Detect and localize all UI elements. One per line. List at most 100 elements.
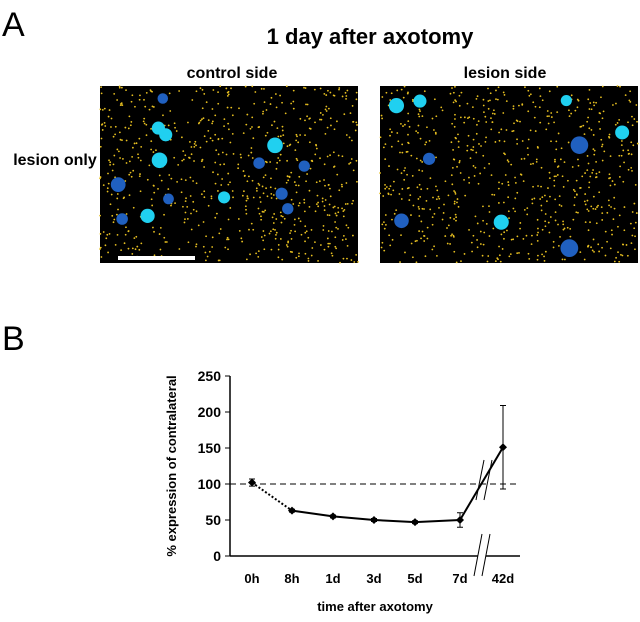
- puncta: [504, 153, 506, 156]
- puncta: [145, 91, 148, 94]
- puncta: [322, 229, 325, 231]
- puncta: [459, 116, 462, 119]
- puncta: [274, 187, 277, 190]
- puncta: [429, 177, 432, 180]
- line-segment: [373, 519, 416, 524]
- nucleus: [275, 187, 288, 200]
- puncta: [455, 219, 457, 222]
- puncta: [623, 161, 625, 164]
- puncta: [101, 123, 104, 126]
- puncta: [502, 112, 505, 114]
- puncta: [454, 99, 457, 101]
- puncta: [230, 106, 233, 109]
- puncta: [412, 204, 415, 207]
- puncta: [435, 198, 438, 201]
- puncta: [276, 127, 279, 130]
- puncta: [251, 157, 254, 159]
- nucleus: [615, 125, 630, 140]
- puncta: [261, 210, 264, 213]
- puncta: [556, 111, 559, 114]
- puncta: [503, 140, 506, 143]
- puncta: [493, 194, 496, 196]
- puncta: [556, 166, 559, 168]
- puncta: [195, 144, 197, 147]
- puncta: [351, 105, 354, 107]
- puncta: [512, 238, 515, 241]
- puncta: [347, 226, 350, 229]
- x-tick-label: 8h: [284, 571, 299, 586]
- puncta: [577, 164, 580, 167]
- puncta: [383, 249, 386, 252]
- puncta: [533, 116, 536, 119]
- puncta: [209, 137, 212, 140]
- puncta: [505, 129, 508, 131]
- puncta: [476, 222, 479, 225]
- puncta: [188, 156, 190, 159]
- puncta: [539, 121, 542, 124]
- puncta: [593, 250, 595, 253]
- puncta: [482, 98, 485, 101]
- puncta: [178, 248, 181, 250]
- puncta: [303, 198, 306, 201]
- puncta: [195, 243, 198, 246]
- puncta: [219, 85, 222, 88]
- puncta: [507, 181, 510, 183]
- puncta: [627, 153, 630, 155]
- puncta: [334, 221, 337, 223]
- puncta: [182, 150, 185, 153]
- puncta: [628, 99, 631, 102]
- puncta: [560, 147, 563, 150]
- puncta: [296, 159, 299, 162]
- puncta: [547, 221, 550, 224]
- puncta: [286, 159, 289, 162]
- puncta: [173, 122, 176, 125]
- puncta: [520, 158, 523, 160]
- puncta: [108, 232, 111, 235]
- puncta: [532, 162, 534, 165]
- puncta: [131, 247, 134, 250]
- puncta: [617, 251, 619, 254]
- puncta: [197, 224, 200, 227]
- puncta: [257, 207, 260, 210]
- puncta: [262, 176, 265, 179]
- puncta: [545, 128, 548, 131]
- puncta: [389, 134, 391, 137]
- puncta: [331, 254, 334, 257]
- puncta: [303, 86, 305, 89]
- puncta: [548, 231, 551, 234]
- puncta: [332, 206, 335, 209]
- puncta: [307, 236, 310, 239]
- nucleus: [413, 94, 427, 108]
- puncta: [319, 112, 322, 114]
- puncta: [139, 94, 141, 97]
- puncta: [588, 186, 590, 189]
- puncta: [454, 85, 456, 88]
- puncta: [165, 241, 168, 243]
- puncta: [613, 183, 616, 186]
- puncta: [510, 163, 513, 166]
- puncta: [290, 229, 292, 232]
- puncta: [453, 158, 456, 161]
- puncta: [508, 255, 511, 258]
- puncta: [246, 113, 249, 116]
- puncta: [618, 154, 621, 157]
- puncta: [630, 141, 633, 144]
- puncta: [306, 103, 309, 106]
- puncta: [616, 122, 619, 124]
- puncta: [452, 236, 455, 238]
- puncta: [203, 93, 206, 95]
- puncta: [495, 98, 497, 101]
- puncta: [434, 132, 437, 135]
- puncta: [472, 165, 475, 167]
- puncta: [304, 119, 306, 122]
- puncta: [162, 114, 164, 117]
- puncta: [467, 117, 469, 120]
- puncta: [327, 107, 330, 110]
- puncta: [274, 93, 277, 95]
- puncta: [402, 96, 405, 99]
- puncta: [572, 218, 575, 221]
- puncta: [559, 158, 562, 161]
- axis-break: [475, 459, 485, 501]
- puncta: [407, 133, 409, 136]
- puncta: [348, 136, 351, 139]
